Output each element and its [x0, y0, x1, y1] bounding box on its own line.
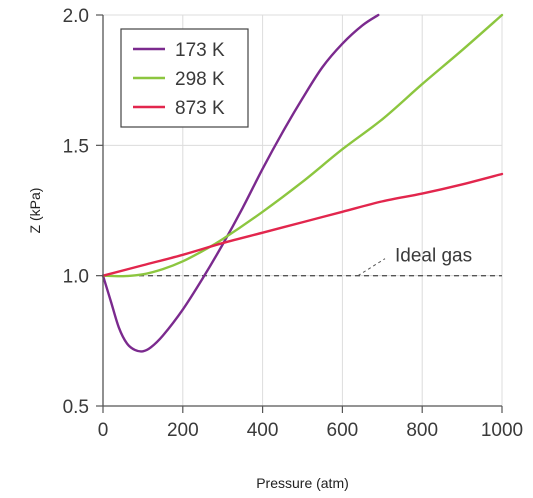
x-ticks: 0 200 400 600 800 1000 [98, 406, 523, 441]
series-line-0 [101, 13, 380, 353]
series-line-1 [101, 13, 504, 278]
axes [102, 15, 502, 407]
x-axis-title: Pressure (atm) [256, 475, 349, 491]
y-tick-label-1: 1.0 [63, 267, 89, 288]
x-tick-label-5: 1000 [481, 420, 523, 441]
y-tick-label-0: 0.5 [63, 397, 89, 418]
y-axis-title: Z (kPa) [27, 188, 43, 234]
legend-label-1: 298 K [175, 69, 225, 90]
y-ticks: 0.5 1.0 1.5 2.0 [63, 6, 103, 418]
x-tick-label-3: 600 [327, 420, 359, 441]
x-tick-label-1: 200 [167, 420, 199, 441]
series-group [101, 13, 504, 353]
x-tick-label-2: 400 [247, 420, 279, 441]
ideal-gas-leader [357, 258, 386, 277]
y-tick-label-2: 1.5 [63, 136, 89, 157]
x-tick-label-4: 800 [406, 420, 438, 441]
legend-label-2: 873 K [175, 98, 225, 119]
y-tick-label-3: 2.0 [63, 6, 89, 27]
series-line-2 [101, 172, 504, 277]
x-tick-label-0: 0 [98, 420, 109, 441]
ideal-gas-label: Ideal gas [395, 246, 472, 267]
legend: 173 K 298 K 873 K [120, 28, 249, 128]
legend-label-0: 173 K [175, 40, 225, 61]
